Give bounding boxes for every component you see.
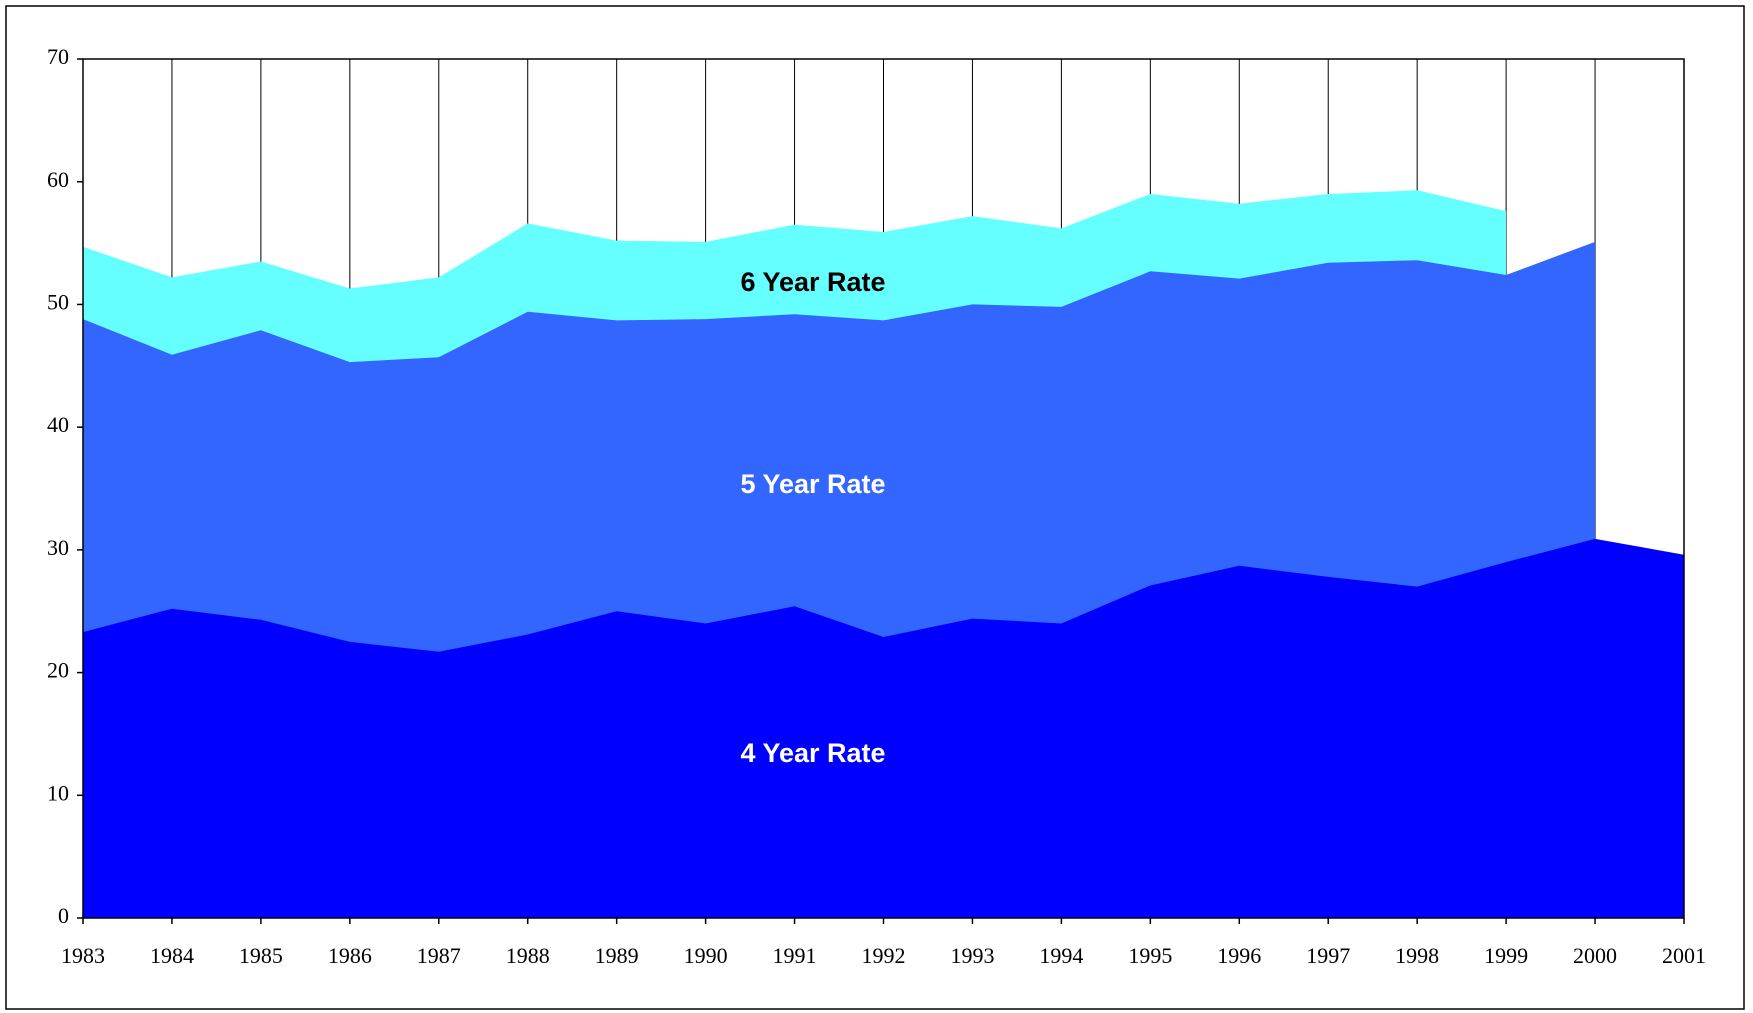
- x-tick-label: 1993: [950, 943, 994, 968]
- y-tick-label: 70: [47, 44, 69, 69]
- x-tick-label: 1984: [150, 943, 194, 968]
- series-label: 4 Year Rate: [740, 738, 885, 768]
- series-label: 5 Year Rate: [740, 469, 885, 499]
- x-tick-label: 1998: [1395, 943, 1439, 968]
- x-tick-label: 1997: [1306, 943, 1350, 968]
- x-tick-label: 1994: [1039, 943, 1083, 968]
- y-tick-label: 50: [47, 289, 69, 314]
- x-tick-label: 1986: [328, 943, 372, 968]
- x-tick-label: 1989: [595, 943, 639, 968]
- x-tick-label: 1988: [506, 943, 550, 968]
- y-tick-label: 30: [47, 535, 69, 560]
- area: [83, 538, 1684, 918]
- x-tick-label: 1983: [61, 943, 105, 968]
- x-tick-label: 2000: [1573, 943, 1617, 968]
- series-label: 6 Year Rate: [740, 267, 885, 297]
- x-tick-label: 1991: [773, 943, 817, 968]
- x-tick-label: 1995: [1128, 943, 1172, 968]
- y-tick-label: 40: [47, 412, 69, 437]
- x-tick-label: 1985: [239, 943, 283, 968]
- x-tick-label: 1992: [862, 943, 906, 968]
- x-tick-label: 1996: [1217, 943, 1261, 968]
- y-tick-label: 60: [47, 167, 69, 192]
- x-tick-label: 1987: [417, 943, 461, 968]
- x-tick-label: 1999: [1484, 943, 1528, 968]
- y-tick-label: 10: [47, 780, 69, 805]
- x-tick-label: 2001: [1662, 943, 1706, 968]
- y-tick-label: 0: [58, 903, 69, 928]
- y-tick-label: 20: [47, 658, 69, 683]
- x-tick-label: 1990: [684, 943, 728, 968]
